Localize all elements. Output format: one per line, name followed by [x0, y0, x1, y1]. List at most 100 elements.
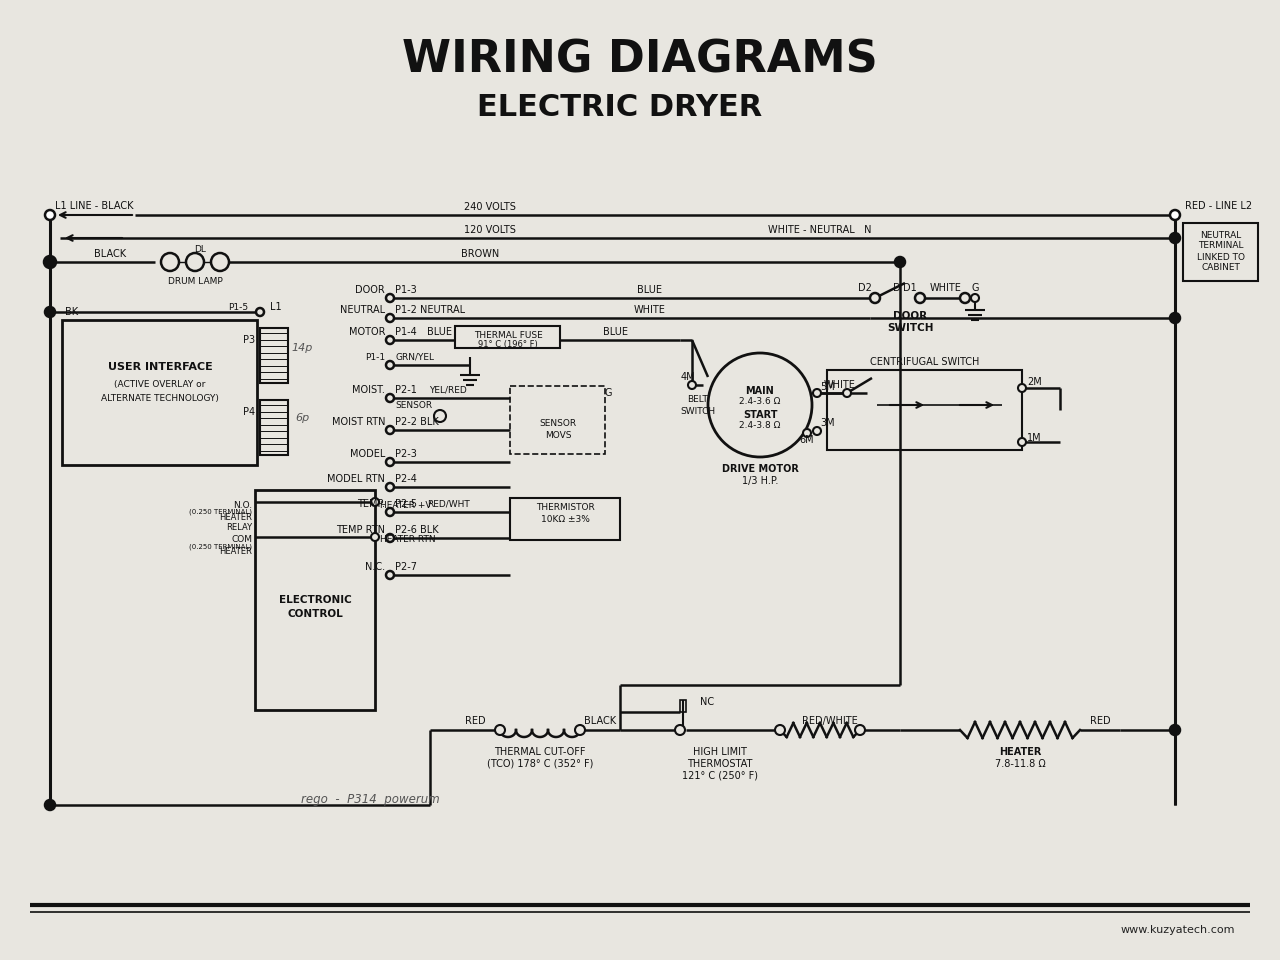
Text: D: D	[893, 283, 901, 293]
Text: HEATER: HEATER	[219, 547, 252, 557]
Circle shape	[371, 498, 379, 506]
Text: TERMINAL: TERMINAL	[1198, 242, 1244, 251]
Circle shape	[855, 725, 865, 735]
Text: P4: P4	[243, 407, 255, 417]
Text: 3M: 3M	[820, 418, 835, 428]
Circle shape	[45, 307, 55, 317]
Text: P2-7: P2-7	[396, 562, 417, 572]
Text: ALTERNATE TECHNOLOGY): ALTERNATE TECHNOLOGY)	[101, 394, 219, 402]
Text: P1-5: P1-5	[228, 302, 248, 311]
Text: 6p: 6p	[294, 413, 310, 423]
Circle shape	[387, 314, 394, 322]
Text: LINKED TO: LINKED TO	[1197, 252, 1245, 261]
Circle shape	[387, 508, 394, 516]
Circle shape	[387, 394, 394, 402]
Text: HIGH LIMIT: HIGH LIMIT	[692, 747, 748, 757]
Circle shape	[256, 308, 264, 316]
Circle shape	[211, 253, 229, 271]
Text: ELECTRIC DRYER: ELECTRIC DRYER	[477, 93, 763, 123]
Text: CENTRIFUGAL SWITCH: CENTRIFUGAL SWITCH	[870, 357, 979, 367]
Circle shape	[387, 534, 394, 542]
Text: BELT: BELT	[687, 396, 708, 404]
Text: CONTROL: CONTROL	[287, 609, 343, 619]
Text: 240 VOLTS: 240 VOLTS	[465, 202, 516, 212]
Circle shape	[870, 293, 881, 303]
Circle shape	[161, 253, 179, 271]
Bar	[454, 326, 561, 348]
Circle shape	[774, 725, 785, 735]
Text: P2-1: P2-1	[396, 385, 417, 395]
Text: TEMP.: TEMP.	[357, 499, 385, 509]
Text: N.C.: N.C.	[365, 562, 385, 572]
Bar	[509, 498, 620, 540]
Text: DRIVE MOTOR: DRIVE MOTOR	[722, 464, 799, 474]
Circle shape	[1170, 313, 1180, 323]
Text: MOIST.: MOIST.	[352, 385, 385, 395]
Text: P2-4: P2-4	[396, 474, 417, 484]
Text: L1: L1	[270, 302, 282, 312]
Circle shape	[44, 256, 56, 268]
Text: MOVS: MOVS	[545, 430, 571, 440]
Circle shape	[45, 800, 55, 810]
Circle shape	[387, 426, 394, 434]
Text: BROWN: BROWN	[461, 249, 499, 259]
Circle shape	[387, 458, 394, 466]
Text: 2M: 2M	[1027, 377, 1042, 387]
Bar	[1183, 223, 1258, 281]
Text: 2.4-3.8 Ω: 2.4-3.8 Ω	[740, 421, 781, 430]
Text: 121° C (250° F): 121° C (250° F)	[682, 771, 758, 781]
Text: L1 LINE - BLACK: L1 LINE - BLACK	[55, 201, 133, 211]
Text: RED - LINE L2: RED - LINE L2	[1185, 201, 1252, 211]
Text: WHITE: WHITE	[931, 283, 961, 293]
Circle shape	[915, 293, 925, 303]
Text: P2-5: P2-5	[396, 499, 417, 509]
Circle shape	[1170, 233, 1180, 243]
Text: RED/WHITE: RED/WHITE	[803, 716, 858, 726]
Text: DRUM LAMP: DRUM LAMP	[168, 277, 223, 286]
Text: GRN/YEL: GRN/YEL	[396, 352, 434, 362]
Circle shape	[45, 210, 55, 220]
Text: RED/WHT: RED/WHT	[426, 499, 470, 509]
Text: CABINET: CABINET	[1202, 263, 1240, 273]
Text: 14p: 14p	[292, 343, 312, 353]
Circle shape	[495, 725, 506, 735]
Text: THERMAL FUSE: THERMAL FUSE	[474, 330, 543, 340]
Text: NC: NC	[700, 697, 714, 707]
Bar	[509, 386, 605, 454]
Text: G: G	[604, 388, 612, 398]
Circle shape	[186, 253, 204, 271]
Circle shape	[575, 725, 585, 735]
Text: DOOR: DOOR	[893, 311, 927, 321]
Text: TEMP RTN: TEMP RTN	[335, 525, 385, 535]
Text: P2-6 BLK: P2-6 BLK	[396, 525, 439, 535]
Text: HEATER: HEATER	[219, 513, 252, 521]
Bar	[827, 370, 1021, 450]
Bar	[260, 328, 288, 383]
Text: www.kuzyatech.com: www.kuzyatech.com	[1120, 925, 1235, 935]
Circle shape	[1170, 210, 1180, 220]
Text: THERMISTOR: THERMISTOR	[535, 503, 594, 513]
Text: 4M: 4M	[681, 372, 695, 382]
Text: MAIN: MAIN	[746, 386, 774, 396]
Text: 91° C (196° F): 91° C (196° F)	[479, 341, 538, 349]
Text: WHITE: WHITE	[634, 305, 666, 315]
Text: DOOR: DOOR	[356, 285, 385, 295]
Text: BLUE: BLUE	[603, 327, 627, 337]
Text: (TCO) 178° C (352° F): (TCO) 178° C (352° F)	[486, 759, 593, 769]
Text: USER INTERFACE: USER INTERFACE	[108, 362, 212, 372]
Text: P1-2 NEUTRAL: P1-2 NEUTRAL	[396, 305, 465, 315]
Text: BLUE: BLUE	[428, 327, 453, 337]
Circle shape	[844, 389, 851, 397]
Circle shape	[387, 336, 394, 344]
Circle shape	[960, 293, 970, 303]
Text: G: G	[972, 283, 979, 293]
Text: 2.4-3.6 Ω: 2.4-3.6 Ω	[740, 397, 781, 406]
Text: P1-3: P1-3	[396, 285, 417, 295]
Text: NEUTRAL: NEUTRAL	[340, 305, 385, 315]
Text: THERMOSTAT: THERMOSTAT	[687, 759, 753, 769]
Circle shape	[689, 381, 696, 389]
Text: D1: D1	[904, 283, 916, 293]
Text: 1M: 1M	[1027, 433, 1042, 443]
Circle shape	[371, 533, 379, 541]
Text: HEATER: HEATER	[998, 747, 1041, 757]
